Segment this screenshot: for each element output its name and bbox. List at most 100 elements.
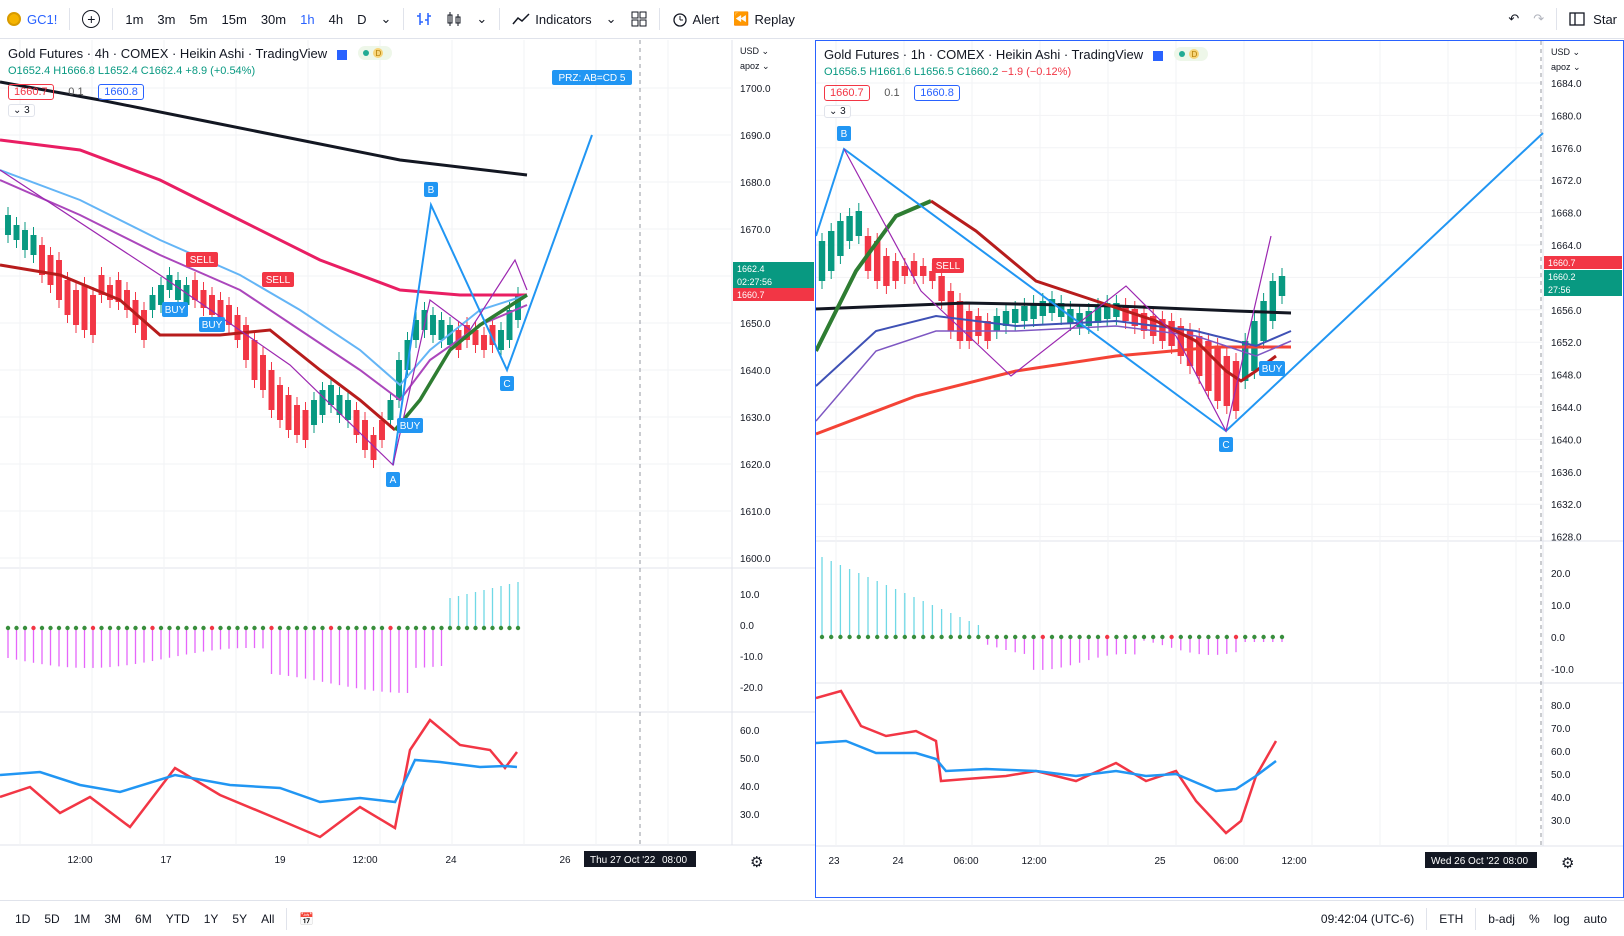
candle-body — [965, 311, 973, 341]
indicators-collapse-button[interactable]: ⌄ 3 — [8, 104, 35, 118]
redo-button[interactable]: ↷ — [1526, 0, 1551, 38]
price-tick-label: 1628.0 — [1551, 533, 1582, 544]
buy-price-button[interactable]: 1660.8 — [914, 85, 960, 102]
clock[interactable]: 09:42:04 (UTC-6) — [1320, 911, 1415, 926]
log-toggle[interactable]: log — [1553, 911, 1570, 926]
range-3m[interactable]: 3M — [104, 911, 122, 926]
candle-body — [5, 215, 11, 235]
star-label: Star — [1593, 11, 1617, 27]
range-1m[interactable]: 1M — [73, 911, 91, 926]
pattern-point-a-bg — [386, 472, 400, 487]
ma-green-line — [393, 293, 528, 432]
buy-price-button[interactable]: 1660.8 — [98, 84, 144, 101]
chart-canvas-left[interactable]: 1700.01690.01680.01670.01660.01650.01640… — [0, 40, 815, 898]
range-5d[interactable]: 5D — [44, 911, 60, 926]
price-tick-label: 1672.0 — [1551, 176, 1582, 187]
candle-body — [855, 211, 863, 236]
candle-body — [1002, 311, 1010, 326]
compare-button[interactable]: + — [75, 0, 107, 38]
crosshair-time-label: Thu 27 Oct '22 — [590, 855, 656, 866]
alert-button[interactable]: Alert — [665, 0, 727, 38]
candle-body — [1094, 306, 1102, 323]
layout-button[interactable] — [624, 0, 654, 38]
indicators-dropdown[interactable]: ⌄ — [599, 0, 624, 38]
replay-button[interactable]: ⏪ Replay — [726, 0, 802, 38]
candle-body — [892, 261, 899, 281]
crosshair-time-bg — [1425, 852, 1537, 868]
goto-date-button[interactable]: 📅 — [292, 912, 321, 926]
zero-dot — [90, 625, 96, 631]
sell-price-button[interactable]: 1660.7 — [8, 84, 54, 101]
zero-dot — [303, 625, 308, 631]
price-tick-label: 1680.0 — [740, 178, 771, 189]
time-tick-label: 24 — [445, 855, 457, 866]
axis-price-label: 02:27:56 — [737, 277, 772, 287]
auto-toggle[interactable]: auto — [1583, 911, 1607, 926]
percent-toggle[interactable]: % — [1528, 911, 1540, 926]
candle-body — [268, 370, 275, 410]
zigzag-line — [0, 169, 528, 467]
range-ytd[interactable]: YTD — [165, 911, 190, 926]
candle-body — [827, 231, 835, 271]
candle-body — [73, 290, 79, 325]
chart-pane-right[interactable]: Gold Futures · 1h · COMEX · Heikin Ashi … — [815, 40, 1624, 898]
range-all[interactable]: All — [261, 911, 275, 926]
time-tick-label: 23 — [828, 856, 840, 867]
candle-body — [910, 261, 918, 276]
interval-d[interactable]: D — [357, 11, 367, 27]
sell-price-button[interactable]: 1660.7 — [824, 85, 870, 102]
candle-body — [98, 275, 105, 295]
zero-dot — [65, 625, 70, 631]
zero-dot — [235, 625, 240, 631]
undo-button[interactable]: ↶ — [1501, 0, 1526, 38]
range-6m[interactable]: 6M — [135, 911, 152, 926]
redo-icon: ↷ — [1533, 11, 1545, 26]
candle-body — [1177, 326, 1185, 356]
close-value: C1662.4 — [140, 65, 183, 78]
interval-5m[interactable]: 5m — [189, 11, 208, 27]
change-value: −1.9 (−0.12%) — [1001, 66, 1072, 79]
buy-signal-label: BUY — [400, 421, 421, 432]
interval-3m[interactable]: 3m — [157, 11, 176, 27]
indicators-collapse-button[interactable]: ⌄ 3 — [824, 105, 851, 119]
chart-type-dropdown[interactable]: ⌄ — [469, 0, 494, 38]
candle-body — [336, 395, 343, 415]
bar-style-button[interactable] — [409, 0, 439, 38]
ohlc-values: O1656.5 H1661.6 L1656.5 C1660.2 −1.9 (−0… — [824, 66, 1208, 78]
split-panel-icon — [1569, 12, 1585, 26]
layout-panel-button[interactable]: Star — [1562, 0, 1624, 38]
candle-body — [938, 276, 945, 301]
zero-dot — [1132, 634, 1137, 640]
chart-canvas-right[interactable]: 1684.0 1680.0 1676.0 1672.0 1668.0 1664.0 1660… — [816, 41, 1623, 897]
interval-15m[interactable]: 15m — [221, 11, 247, 27]
chart-pane-left[interactable]: Gold Futures · 4h · COMEX · Heikin Ashi … — [0, 40, 815, 898]
interval-dropdown[interactable]: ⌄ — [373, 0, 398, 38]
indicators-button[interactable]: Indicators — [505, 0, 598, 38]
pattern-point-c-bg — [1219, 437, 1233, 452]
zero-dot — [1095, 634, 1101, 640]
interval-1m[interactable]: 1m — [125, 11, 144, 27]
candle-body — [217, 300, 224, 320]
price-tick-label: 1600.0 — [740, 554, 771, 565]
session-toggle[interactable]: ETH — [1439, 911, 1464, 926]
indicators-count: 3 — [840, 106, 846, 118]
symbol-search[interactable]: GC1! — [0, 0, 64, 38]
adjust-toggle[interactable]: b-adj — [1488, 911, 1515, 926]
candle-style-button[interactable] — [439, 0, 469, 38]
zero-dot — [1197, 634, 1202, 640]
zero-dot — [856, 634, 861, 640]
range-1y[interactable]: 1Y — [203, 911, 219, 926]
range-5y[interactable]: 5Y — [232, 911, 248, 926]
interval-1h[interactable]: 1h — [300, 11, 315, 27]
candle-body — [124, 290, 130, 310]
divider — [658, 8, 660, 30]
interval-4h[interactable]: 4h — [328, 11, 344, 27]
zigzag-line — [843, 148, 1272, 433]
candle-body — [158, 285, 164, 305]
rsi-fast-line — [816, 689, 1278, 835]
pattern-point-b-bg — [837, 126, 851, 141]
range-1d[interactable]: 1D — [15, 911, 31, 926]
candle-body — [47, 255, 54, 285]
ma-purple-line — [0, 179, 528, 402]
interval-30m[interactable]: 30m — [260, 11, 287, 27]
